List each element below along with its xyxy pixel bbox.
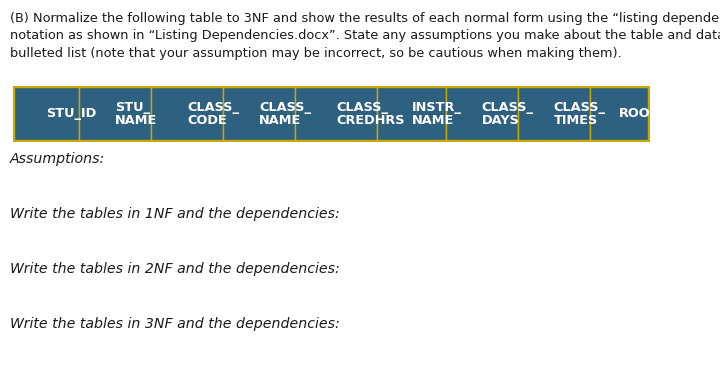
- Bar: [446, 87, 518, 140]
- Bar: [14, 87, 79, 140]
- Text: Assumptions:: Assumptions:: [10, 152, 105, 166]
- Text: (B) Normalize the following table to 3NF and show the results of each normal for: (B) Normalize the following table to 3NF…: [10, 12, 720, 25]
- Bar: [151, 87, 223, 140]
- Text: DAYS: DAYS: [482, 114, 520, 127]
- Bar: [518, 87, 590, 140]
- Text: CODE: CODE: [187, 114, 227, 127]
- Bar: [377, 87, 446, 140]
- Text: CLASS_: CLASS_: [187, 100, 239, 114]
- Text: ROOM: ROOM: [619, 107, 663, 120]
- Text: INSTR_: INSTR_: [412, 100, 462, 114]
- Text: CLASS_: CLASS_: [554, 100, 606, 114]
- Bar: [79, 87, 151, 140]
- Text: Write the tables in 3NF and the dependencies:: Write the tables in 3NF and the dependen…: [10, 317, 340, 331]
- Text: NAME: NAME: [259, 114, 301, 127]
- Text: Write the tables in 1NF and the dependencies:: Write the tables in 1NF and the dependen…: [10, 207, 340, 221]
- Bar: [295, 87, 377, 140]
- Text: STU_: STU_: [115, 100, 150, 114]
- Text: STU_ID: STU_ID: [47, 107, 96, 120]
- Bar: [14, 87, 648, 140]
- Text: Write the tables in 2NF and the dependencies:: Write the tables in 2NF and the dependen…: [10, 262, 340, 276]
- Text: CLASS_: CLASS_: [336, 100, 388, 114]
- Text: TIMES: TIMES: [554, 114, 598, 127]
- Text: NAME: NAME: [412, 114, 454, 127]
- Text: CLASS_: CLASS_: [259, 100, 311, 114]
- Text: notation as shown in “Listing Dependencies.docx”. State any assumptions you make: notation as shown in “Listing Dependenci…: [10, 30, 720, 42]
- Text: CREDHRS: CREDHRS: [336, 114, 405, 127]
- Bar: [590, 87, 648, 140]
- Text: NAME: NAME: [115, 114, 158, 127]
- Text: bulleted list (note that your assumption may be incorrect, so be cautious when m: bulleted list (note that your assumption…: [10, 47, 622, 60]
- Bar: [223, 87, 295, 140]
- Text: CLASS_: CLASS_: [482, 100, 534, 114]
